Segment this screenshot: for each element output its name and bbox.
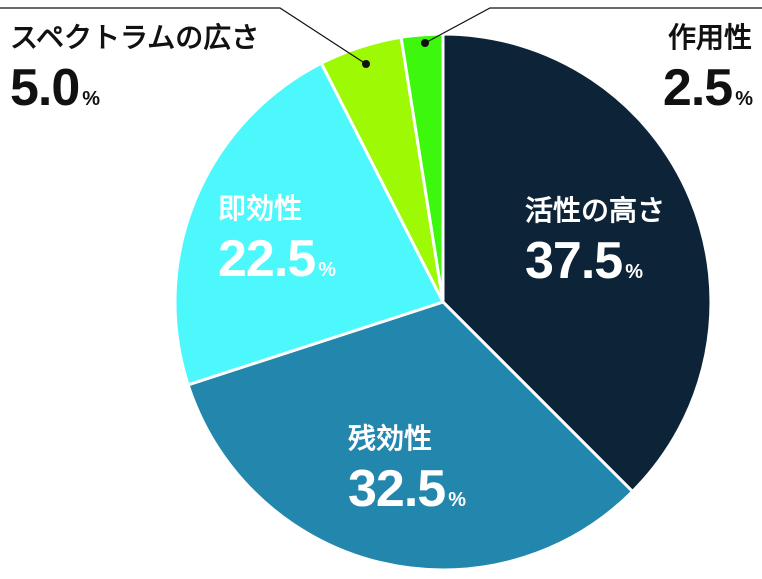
slice-value-4: 5.0% xyxy=(10,59,100,117)
slice-value-5: 2.5% xyxy=(663,59,753,117)
leader-line-4 xyxy=(0,7,367,65)
slice-value-2: 32.5% xyxy=(348,460,466,518)
leader-dot-5 xyxy=(421,39,429,47)
slice-label-4: スペクトラムの広さ xyxy=(10,21,259,54)
slice-label-5: 作用性 xyxy=(668,21,752,54)
slice-label-3: 即効性 xyxy=(218,192,302,225)
slice-value-3: 22.5% xyxy=(218,230,336,288)
slice-value-1: 37.5% xyxy=(525,232,643,290)
pie-slice-3 xyxy=(173,61,445,387)
leader-dot-4 xyxy=(362,60,370,68)
slice-label-2: 残効性 xyxy=(348,422,432,455)
pie-slices xyxy=(173,32,713,572)
pie-slice-2 xyxy=(186,300,634,572)
pie-slice-1 xyxy=(441,32,713,493)
leader-line-5 xyxy=(424,7,762,44)
slice-label-1: 活性の高さ xyxy=(525,194,665,227)
pie-slice-5 xyxy=(399,32,445,304)
